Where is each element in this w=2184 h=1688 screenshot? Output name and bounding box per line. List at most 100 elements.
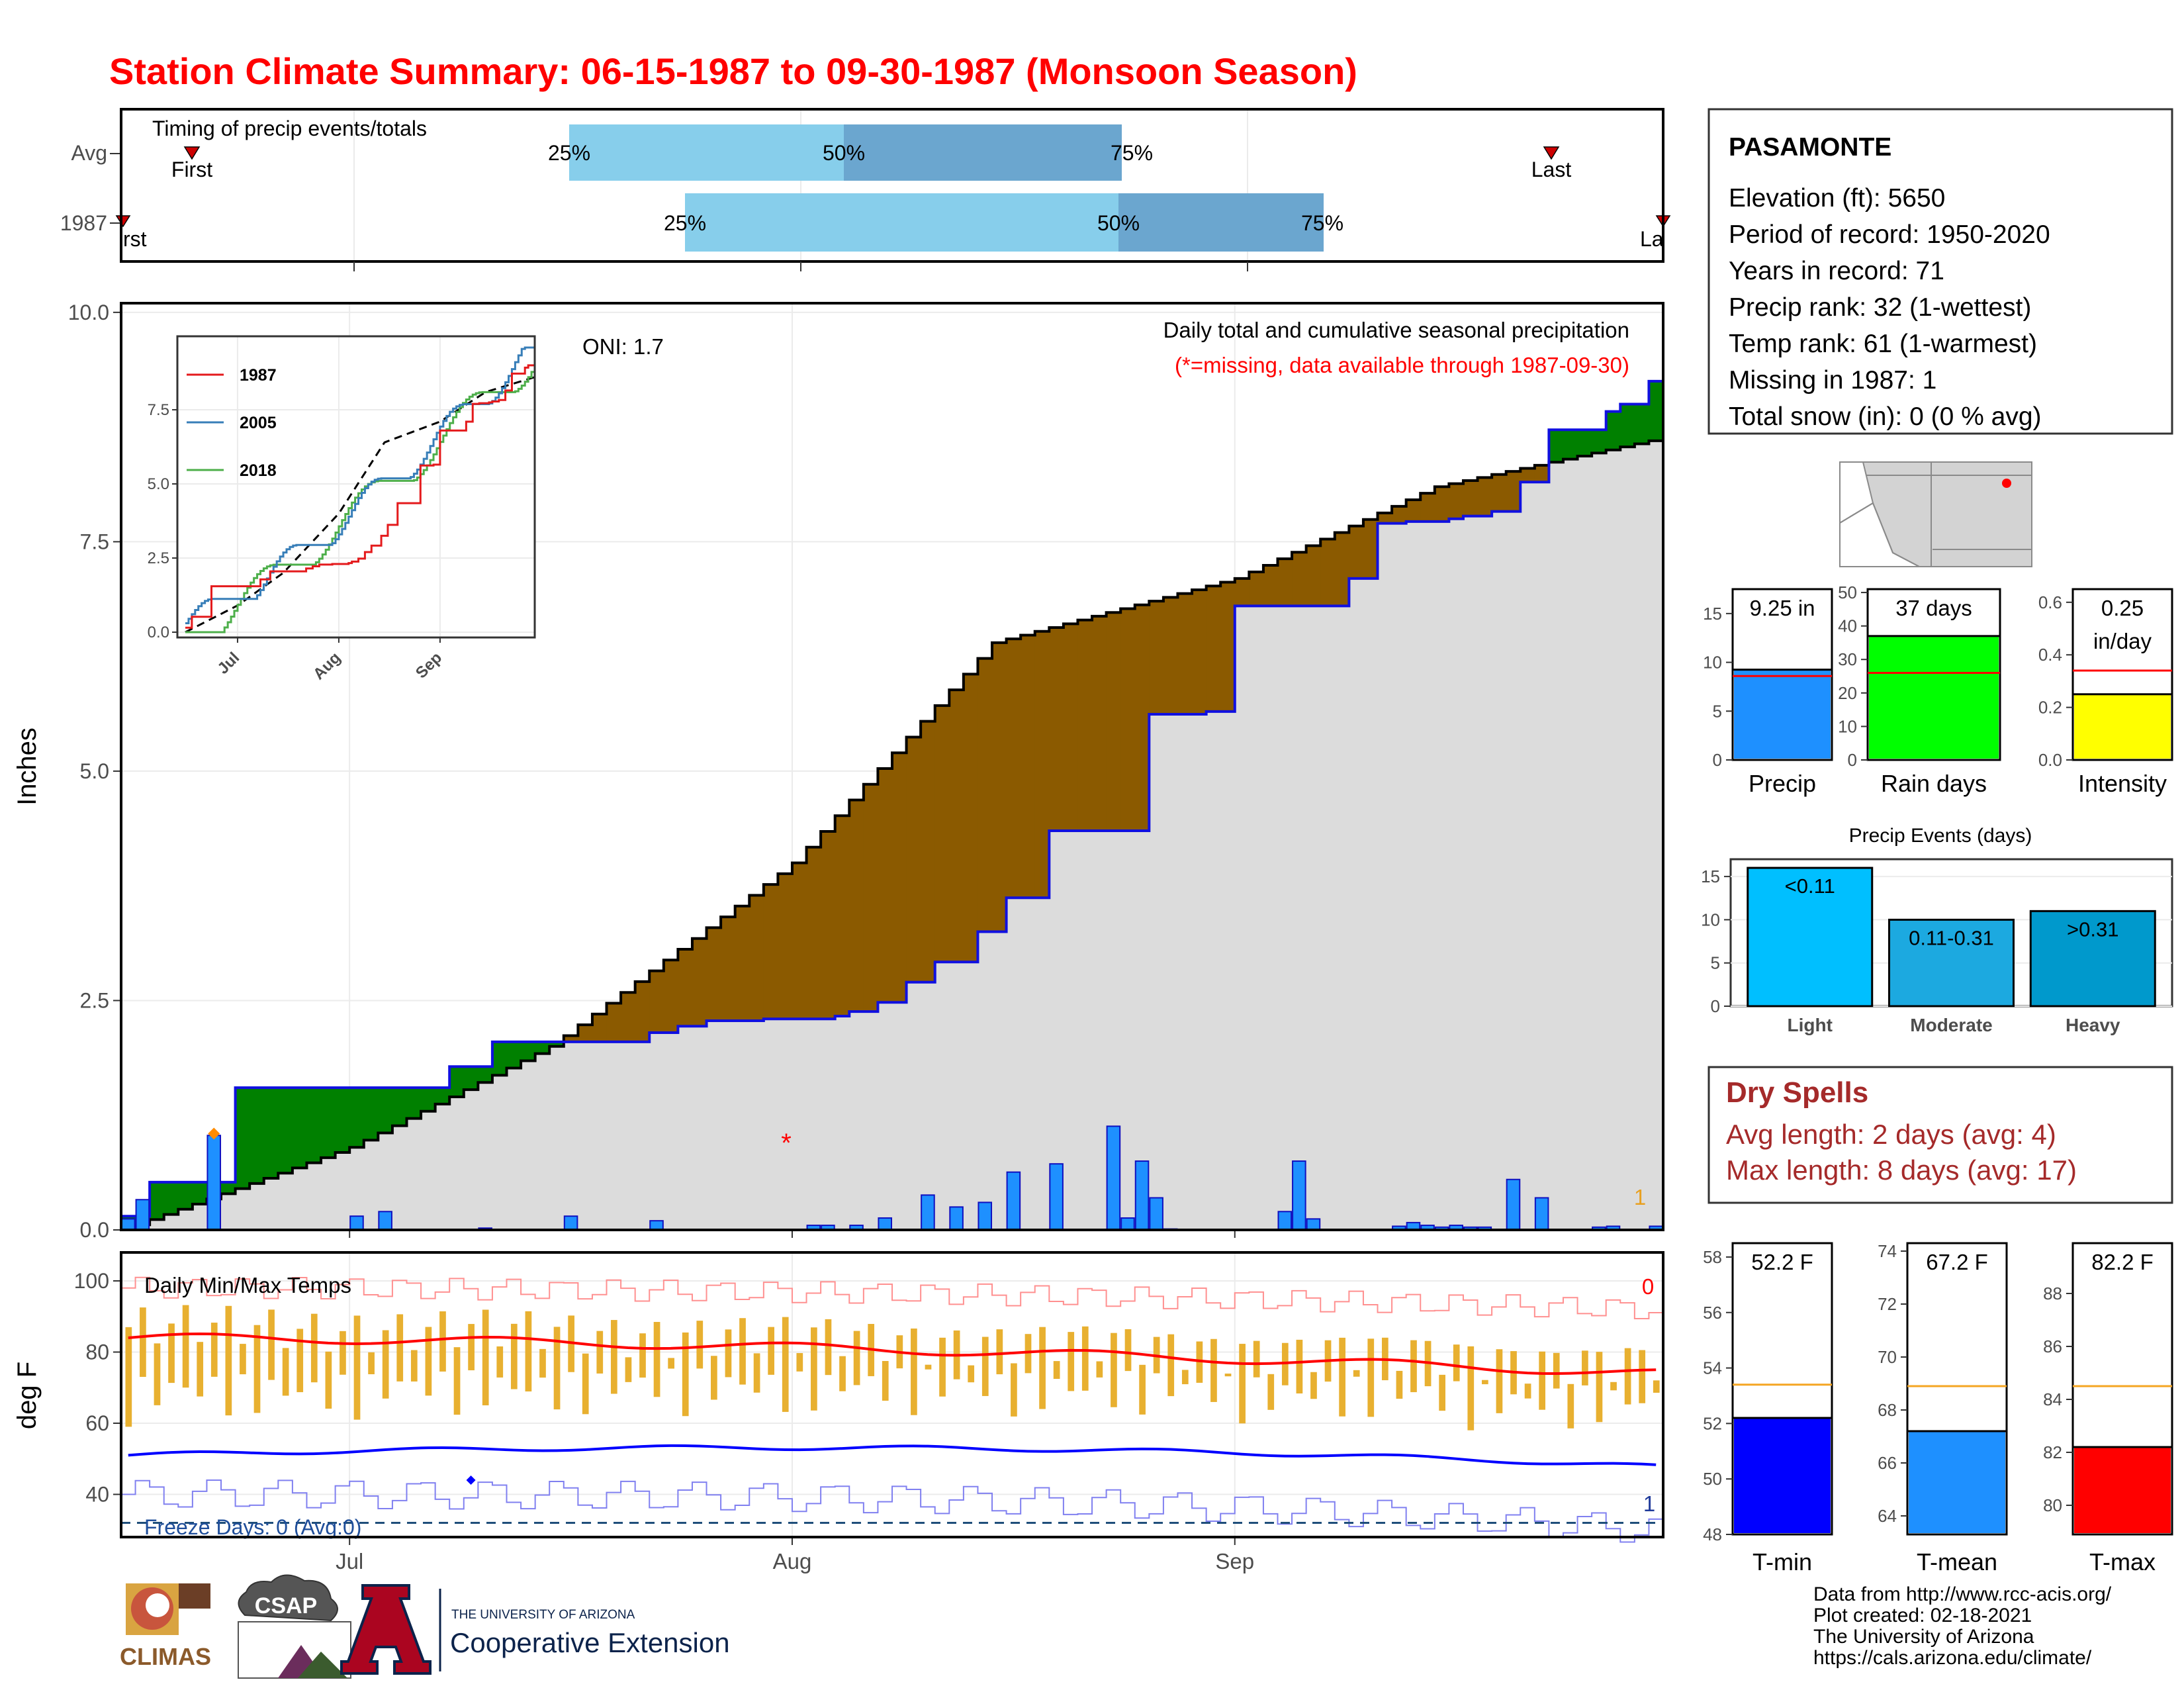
deficit-segment bbox=[1192, 589, 1207, 714]
daily-temp-bar bbox=[168, 1323, 175, 1383]
deficit-segment bbox=[1463, 480, 1479, 516]
surplus-segment bbox=[163, 1182, 179, 1215]
dry-spells-max: Max length: 8 days (avg: 17) bbox=[1726, 1154, 2077, 1186]
daily-temp-bar bbox=[610, 1320, 617, 1394]
deficit-segment bbox=[906, 737, 921, 982]
deficit-segment bbox=[706, 927, 721, 1021]
deficit-segment bbox=[963, 674, 979, 962]
daily-temp-bar bbox=[1596, 1352, 1603, 1423]
deficit-segment bbox=[1249, 571, 1264, 606]
summary-y-tick-label: 82 bbox=[2043, 1442, 2062, 1462]
deficit-segment bbox=[1334, 532, 1349, 606]
daily-temp-bar bbox=[1267, 1374, 1275, 1410]
surplus-segment bbox=[478, 1066, 493, 1083]
deficit-segment bbox=[692, 938, 707, 1027]
precip-caption: Daily total and cumulative seasonal prec… bbox=[1163, 318, 1629, 342]
daily-temp-bar bbox=[811, 1327, 817, 1411]
summary-y-tick-label: 74 bbox=[1878, 1241, 1897, 1261]
daily-precip-bar bbox=[349, 1215, 364, 1231]
daily-temp-bar bbox=[340, 1331, 346, 1375]
summary-y-tick-label: 10 bbox=[1838, 716, 1857, 736]
missing-count: 1 bbox=[1634, 1185, 1646, 1209]
dry-spells-box: Dry Spells Avg length: 2 days (avg: 4) M… bbox=[1707, 1066, 2173, 1204]
daily-precip-bar bbox=[1292, 1160, 1306, 1231]
precip-events-y-tick-label: 0 bbox=[1711, 996, 1720, 1016]
surplus-segment bbox=[1649, 381, 1664, 441]
summary-y-tick-label: 20 bbox=[1838, 683, 1857, 703]
daily-precip-bar bbox=[121, 1218, 136, 1231]
daily-temp-bar bbox=[1453, 1344, 1460, 1382]
summary-bar-outline bbox=[1731, 669, 1833, 761]
summary-bar-name: Precip bbox=[1749, 770, 1816, 797]
daily-temp-bar bbox=[696, 1321, 704, 1369]
daily-temp-bar bbox=[353, 1315, 361, 1420]
deficit-segment bbox=[1449, 483, 1464, 519]
station-missing: Missing in 1987: 1 bbox=[1729, 366, 1936, 395]
daily-temp-bar bbox=[1167, 1334, 1175, 1397]
y1987-25-label: 25% bbox=[664, 211, 706, 235]
daily-temp-bar bbox=[711, 1356, 717, 1400]
precip-events-y-tick-label: 15 bbox=[1701, 867, 1720, 886]
daily-temp-bar bbox=[1053, 1361, 1060, 1380]
daily-precip-bar bbox=[1277, 1211, 1293, 1231]
avg-25-50-band bbox=[569, 124, 844, 181]
precip-y-tick-label: 0.0 bbox=[80, 1218, 109, 1242]
daily-precip-bar bbox=[949, 1206, 964, 1231]
temp-x-tick-label: Aug bbox=[773, 1549, 812, 1573]
daily-temp-bar bbox=[210, 1323, 218, 1377]
timing-panel: Timing of precip events/totals Avg 1987 … bbox=[60, 108, 1671, 271]
deficit-segment bbox=[606, 1003, 621, 1042]
daily-temp-bar bbox=[253, 1325, 261, 1413]
summary-y-tick-label: 64 bbox=[1878, 1506, 1897, 1526]
y1987-50-75-band bbox=[1118, 193, 1324, 252]
summary-y-tick-label: 58 bbox=[1703, 1247, 1722, 1267]
daily-temp-bar bbox=[1353, 1370, 1360, 1377]
summary-bar bbox=[2074, 1447, 2171, 1533]
deficit-segment bbox=[735, 906, 750, 1021]
summary-value-label: 52.2 F bbox=[1751, 1250, 1813, 1274]
surplus-segment bbox=[378, 1088, 393, 1133]
temp-panel-title: Daily Min/Max Temps bbox=[144, 1273, 351, 1297]
summary-y-tick-label: 52 bbox=[1703, 1413, 1722, 1433]
summary-value-label: 9.25 in bbox=[1749, 596, 1815, 620]
footer-line-2: Plot created: 02-18-2021 bbox=[1813, 1605, 2032, 1626]
summary-bar bbox=[2074, 694, 2171, 759]
summary-bar-outline bbox=[2071, 1446, 2173, 1536]
surplus-segment bbox=[306, 1088, 322, 1163]
deficit-segment bbox=[649, 970, 664, 1033]
daily-temp-bar bbox=[682, 1332, 689, 1417]
summary-y-tick-label: 50 bbox=[1838, 583, 1857, 602]
deficit-segment bbox=[821, 831, 836, 1019]
daily-temp-bar bbox=[154, 1343, 161, 1405]
daily-temp-bar bbox=[1610, 1382, 1617, 1391]
avg-tmin-line bbox=[128, 1444, 1657, 1466]
summary-y-tick-label: 0.2 bbox=[2038, 698, 2062, 718]
daily-temp-bar bbox=[525, 1311, 532, 1392]
deficit-segment bbox=[1220, 582, 1236, 712]
deficit-segment bbox=[878, 768, 893, 1003]
daily-temp-bar bbox=[1253, 1340, 1260, 1378]
summary-y-tick-label: 0 bbox=[1713, 750, 1722, 770]
deficit-segment bbox=[663, 960, 678, 1033]
daily-temp-bar bbox=[739, 1318, 746, 1385]
precip-event-value-label: >0.31 bbox=[2067, 917, 2118, 941]
daily-temp-bar bbox=[439, 1311, 446, 1372]
daily-temp-bar bbox=[1310, 1372, 1317, 1399]
precip-panel: 0.02.55.07.510.0 Inches ONI: 1.7 Daily t… bbox=[13, 301, 1664, 1242]
daily-temp-bar bbox=[1096, 1361, 1103, 1378]
daily-precip-bar bbox=[1006, 1171, 1021, 1231]
daily-temp-bar bbox=[1524, 1383, 1531, 1399]
station-temp-rank: Temp rank: 61 (1-warmest) bbox=[1729, 330, 2037, 358]
summary-bar-name: Intensity bbox=[2078, 770, 2167, 797]
avg-first-label: First bbox=[171, 158, 212, 181]
daily-temp-bar bbox=[396, 1314, 404, 1382]
temp-y-tick-label: 100 bbox=[74, 1269, 109, 1293]
daily-temp-bar bbox=[768, 1327, 775, 1375]
daily-temp-bar bbox=[310, 1313, 318, 1383]
station-period: Period of record: 1950-2020 bbox=[1729, 220, 2050, 249]
daily-temp-bar bbox=[496, 1346, 504, 1378]
deficit-segment bbox=[1077, 620, 1093, 831]
inset-y-tick-label: 0.0 bbox=[148, 624, 169, 641]
daily-temp-bar bbox=[596, 1331, 604, 1374]
summary-y-tick-label: 48 bbox=[1703, 1524, 1722, 1544]
